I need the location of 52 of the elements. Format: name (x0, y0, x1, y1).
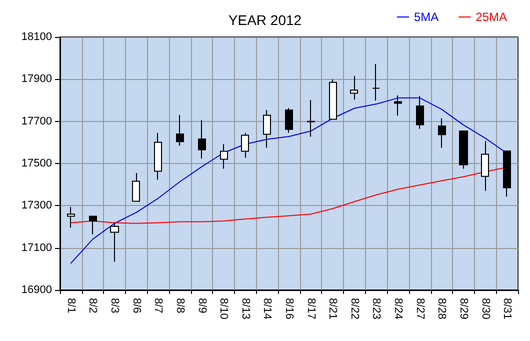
candlestick (285, 108, 293, 134)
x-tick-label: 8/1 (64, 298, 77, 314)
x-tick-label: 8/13 (239, 298, 252, 320)
candlestick (132, 172, 140, 202)
y-tick-label: 16900 (21, 284, 52, 296)
candlestick (176, 114, 184, 146)
candlestick (241, 132, 249, 158)
candlestick (394, 94, 402, 116)
x-tick-label: 8/7 (152, 298, 164, 314)
x-tick-label: 8/24 (392, 298, 404, 320)
x-tick-label: 8/2 (86, 298, 99, 314)
x-tick-label: 8/6 (130, 298, 142, 314)
candlestick (89, 216, 97, 235)
legend-label: 25MA (476, 10, 508, 24)
x-tick-label: 8/29 (457, 298, 470, 320)
y-tick-label: 17500 (21, 158, 52, 170)
chart-title: YEAR 2012 (228, 12, 302, 28)
x-tick-label: 8/14 (261, 298, 274, 320)
candlestick (459, 130, 468, 170)
y-tick-label: 17300 (21, 200, 52, 212)
candlestick (307, 100, 315, 138)
candlestick (350, 76, 358, 100)
x-tick-label: 8/17 (304, 298, 317, 320)
y-tick-label: 17900 (21, 73, 52, 86)
candlestick (503, 150, 511, 198)
y-tick-label: 17700 (21, 115, 52, 128)
candlestick (110, 222, 119, 262)
y-tick-label: 17100 (21, 242, 52, 254)
candlestick (154, 132, 162, 180)
candlestick (481, 140, 489, 192)
candlestick (372, 63, 380, 102)
x-tick-label: 8/21 (326, 298, 339, 320)
candlestick (220, 144, 228, 170)
candlestick (438, 118, 446, 148)
candlestick (329, 78, 337, 120)
x-tick-label: 8/10 (218, 298, 230, 320)
candlestick (416, 96, 424, 130)
x-tick-label: 8/16 (283, 298, 295, 320)
x-tick-label: 8/8 (174, 298, 186, 314)
candlestick (263, 109, 271, 148)
candlestick (198, 120, 206, 160)
x-tick-label: 8/31 (501, 298, 514, 320)
y-tick-label: 18100 (21, 31, 52, 43)
x-tick-label: 8/28 (436, 298, 448, 320)
x-tick-label: 8/27 (414, 298, 426, 320)
x-tick-label: 8/22 (348, 298, 360, 320)
x-tick-label: 8/30 (479, 298, 492, 320)
x-tick-label: 8/9 (196, 298, 208, 314)
x-tick-label: 8/23 (370, 298, 382, 320)
candlestick (67, 206, 75, 228)
legend-label: 5MA (414, 10, 439, 24)
x-tick-label: 8/3 (108, 298, 121, 314)
